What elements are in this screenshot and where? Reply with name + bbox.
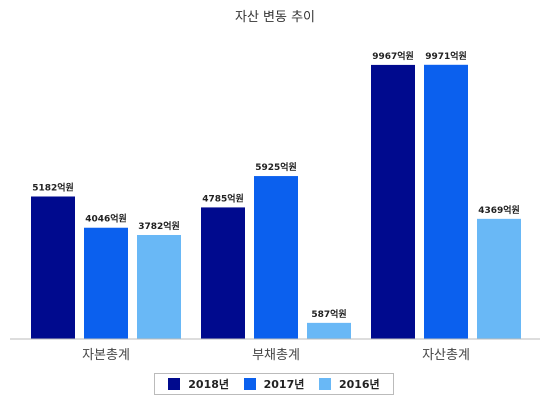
chart-title: 자산 변동 추이 (234, 10, 316, 25)
data-label-liabilities-2017: 5925억원 (255, 161, 297, 173)
category-label-equity: 자본총계 (82, 348, 130, 363)
legend-item-2016: 2016년 (318, 376, 380, 392)
category-label-liabilities: 부채총계 (252, 348, 300, 363)
bar-liabilities-2018 (201, 207, 245, 339)
legend-swatch-2017 (243, 378, 256, 390)
bar-liabilities-2017 (254, 176, 298, 339)
data-label-assets-2017: 9971억원 (425, 50, 467, 62)
legend-label-2018: 2018년 (188, 378, 230, 391)
legend-item-2017: 2017년 (243, 376, 305, 392)
bar-equity-2017 (84, 227, 128, 339)
bar-assets-2017 (424, 64, 468, 340)
bar-equity-2016 (137, 234, 181, 339)
legend-label-2017: 2017년 (263, 378, 305, 391)
legend-swatch-2018 (168, 378, 181, 390)
legend: 2018년 2017년 2016년 (154, 373, 394, 395)
legend-item-2018: 2018년 (168, 376, 229, 392)
bar-assets-2018 (371, 64, 415, 339)
legend-label-2016: 2016년 (338, 378, 380, 391)
data-label-assets-2018: 9967억원 (372, 50, 414, 62)
data-label-liabilities-2016: 587억원 (311, 308, 346, 320)
bar-liabilities-2016 (307, 322, 351, 339)
legend-swatch-2016 (318, 378, 331, 390)
data-label-equity-2016: 3782억원 (138, 220, 180, 232)
bar-equity-2018 (31, 196, 75, 339)
category-label-assets: 자산총계 (422, 348, 470, 363)
data-label-equity-2018: 5182억원 (32, 181, 74, 193)
data-label-liabilities-2018: 4785억원 (202, 192, 244, 204)
data-label-assets-2016: 4369억원 (478, 204, 520, 216)
data-label-equity-2017: 4046억원 (85, 213, 127, 225)
bar-chart: 5182억원 4785억원 9967억원 4046억원 5925억원 9971억원 3782… (10, 50, 540, 363)
bar-assets-2016 (477, 218, 521, 339)
